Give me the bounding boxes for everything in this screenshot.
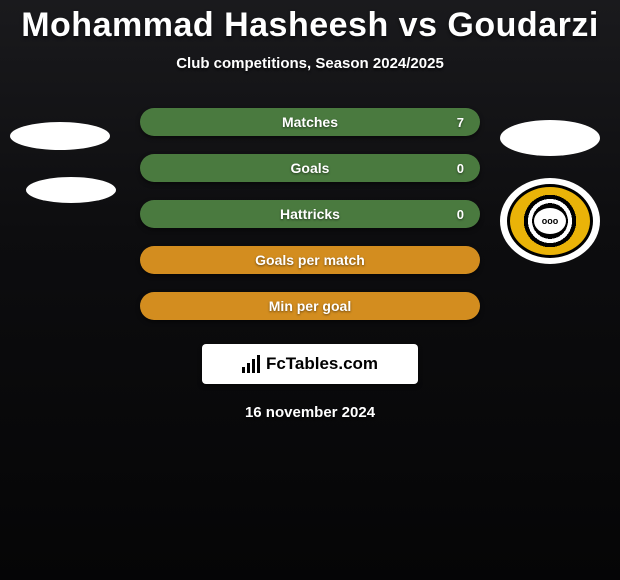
season-subtitle: Club competitions, Season 2024/2025 bbox=[0, 55, 620, 72]
stat-row-goals: Goals 0 bbox=[140, 154, 480, 182]
stat-row-hattricks: Hattricks 0 bbox=[140, 200, 480, 228]
stat-row-matches: Matches 7 bbox=[140, 108, 480, 136]
stat-label: Matches bbox=[282, 114, 338, 130]
comparison-title: Mohammad Hasheesh vs Goudarzi bbox=[0, 0, 620, 45]
stat-row-min-per-goal: Min per goal bbox=[140, 292, 480, 320]
snapshot-date: 16 november 2024 bbox=[0, 404, 620, 421]
bars-icon bbox=[242, 355, 260, 373]
stat-row-goals-per-match: Goals per match bbox=[140, 246, 480, 274]
stat-value-right: 0 bbox=[457, 161, 464, 176]
stat-value-right: 7 bbox=[457, 115, 464, 130]
stat-value-right: 0 bbox=[457, 207, 464, 222]
branding-text: FcTables.com bbox=[266, 354, 378, 374]
club-badge-ring: ooo bbox=[507, 184, 593, 258]
stat-label: Goals per match bbox=[255, 252, 365, 268]
club-badge-center: ooo bbox=[532, 206, 568, 236]
stat-label: Min per goal bbox=[269, 298, 351, 314]
player-right-placeholder bbox=[500, 120, 600, 156]
player-left-placeholder bbox=[10, 122, 110, 150]
club-right-badge: ooo bbox=[500, 178, 600, 264]
club-left-placeholder bbox=[26, 177, 116, 203]
stat-label: Goals bbox=[291, 160, 330, 176]
branding-box[interactable]: FcTables.com bbox=[202, 344, 418, 384]
stat-label: Hattricks bbox=[280, 206, 340, 222]
